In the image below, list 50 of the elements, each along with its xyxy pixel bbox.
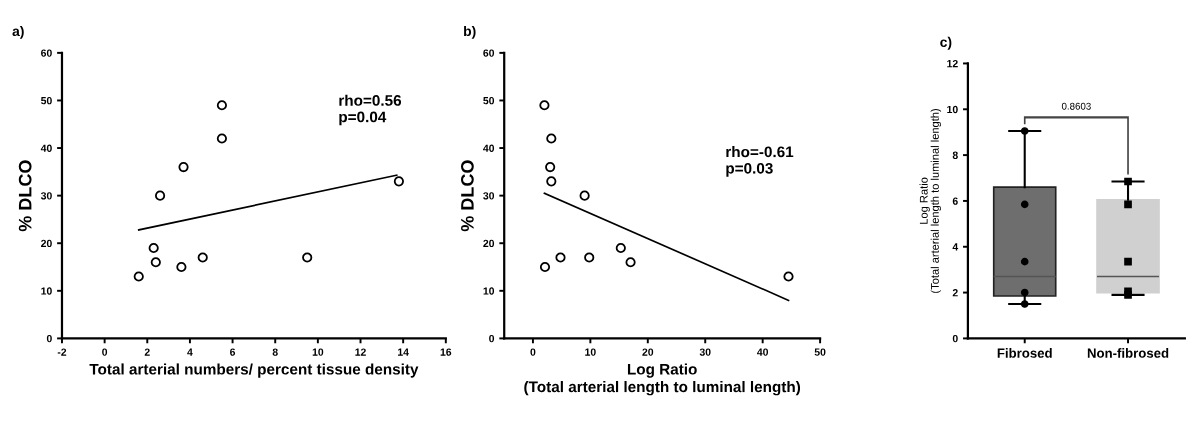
annotation: 0.8603 [1061, 102, 1091, 110]
y-tick-label: 10 [41, 287, 52, 295]
y-axis-title: % DLCO [461, 160, 474, 232]
y-axis-title: % DLCO [18, 160, 32, 232]
x-axis-title: Log Ratio (Total arterial length to luminal length) [524, 363, 801, 396]
y-tick-label: 40 [40, 144, 52, 152]
y-tick-label: 0 [46, 334, 52, 343]
x-tick-label: Fibrosed [997, 348, 1052, 358]
y-axis-title: Log Ratio (Total arterial length to luminal length) [919, 108, 942, 293]
x-axis-title: Total arterial numbers/ percent tissue density [89, 363, 419, 378]
y-tick-label: 30 [40, 192, 52, 200]
chart-title: b) [464, 25, 476, 39]
x-tick-label: 10 [312, 348, 324, 356]
x-tick-label: 40 [757, 348, 769, 356]
chart-title: a) [12, 25, 24, 39]
x-tick-label: 6 [230, 348, 236, 356]
y-tick-label: 4 [952, 243, 959, 251]
y-tick-label: 50 [41, 96, 52, 105]
x-tick-label: 0 [102, 348, 108, 356]
x-tick-label: 10 [585, 348, 596, 356]
y-tick-label: 2 [952, 289, 958, 297]
x-tick-label: 0 [530, 348, 536, 356]
x-tick-label: 50 [814, 348, 826, 356]
y-tick-label: 40 [483, 144, 495, 152]
annotation: rho=-0.61 p=0.03 [726, 146, 794, 177]
x-tick-label: 4 [187, 348, 193, 356]
y-tick-label: 8 [952, 151, 958, 159]
x-tick-label: 2 [144, 348, 150, 356]
x-tick-label: 8 [272, 348, 278, 356]
y-tick-label: 10 [483, 287, 495, 295]
chart-title: c) [940, 36, 952, 50]
y-tick-label: 60 [483, 49, 495, 57]
y-tick-label: 50 [483, 96, 495, 105]
x-tick-label: 20 [642, 348, 654, 356]
y-tick-label: 0 [952, 334, 958, 343]
annotation: rho=0.56 p=0.04 [339, 94, 402, 126]
x-tick-label: -2 [57, 348, 67, 356]
y-tick-label: 60 [41, 49, 52, 57]
x-tick-label: 14 [398, 348, 409, 356]
x-tick-label: 30 [699, 348, 711, 356]
x-tick-label: 12 [355, 348, 366, 356]
y-tick-label: 30 [483, 192, 495, 200]
x-tick-label: 16 [440, 348, 452, 356]
y-tick-label: 20 [483, 239, 495, 248]
y-tick-label: 10 [947, 105, 958, 114]
x-tick-label: Non-fibrosed [1087, 348, 1169, 358]
y-tick-label: 20 [41, 239, 52, 248]
y-tick-label: 6 [952, 197, 958, 205]
y-tick-label: 0 [489, 334, 495, 343]
y-tick-label: 12 [947, 59, 958, 68]
